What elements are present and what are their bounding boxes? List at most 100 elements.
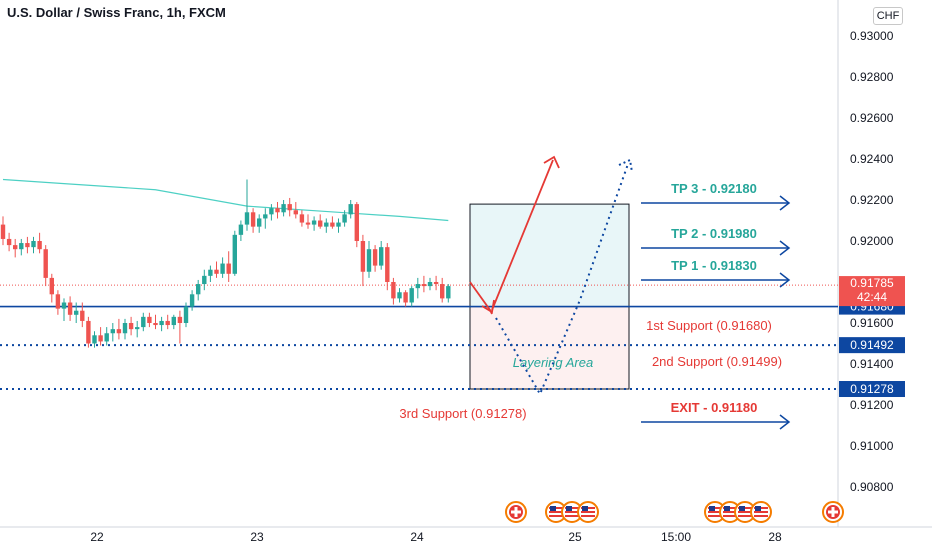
us-stripe <box>581 515 595 517</box>
candle-body <box>19 243 24 250</box>
event-icon[interactable] <box>734 501 756 523</box>
candle-body <box>275 208 280 213</box>
event-icon[interactable] <box>750 501 772 523</box>
candle-body <box>147 316 152 323</box>
us-stripe <box>738 511 752 513</box>
tp-label: TP 2 - 0.91980 <box>671 226 757 241</box>
candle-body <box>421 284 427 287</box>
us-stripe <box>549 511 563 513</box>
candle-body <box>25 243 30 248</box>
candle-body <box>13 245 18 250</box>
event-icon[interactable] <box>719 501 741 523</box>
candle-body <box>299 214 305 223</box>
currency-button[interactable]: CHF <box>873 7 903 25</box>
us-canton <box>739 506 745 511</box>
x-tick-label: 28 <box>768 530 782 544</box>
candle-body <box>238 224 244 235</box>
candle-body <box>360 241 366 272</box>
candle-body <box>98 335 103 342</box>
candle-body <box>104 333 109 342</box>
current-price-tag-bg <box>839 276 905 307</box>
us-stripe <box>754 511 768 513</box>
target-arrow-head <box>779 195 791 211</box>
us-canton <box>755 506 761 511</box>
price-tag-bg <box>839 381 905 398</box>
candle-body <box>318 220 323 227</box>
candle-body <box>354 204 359 241</box>
event-icon[interactable] <box>704 501 726 523</box>
chart-title: U.S. Dollar / Swiss Franc, 1h, FXCM <box>7 5 226 20</box>
candle-body <box>0 224 6 239</box>
candle-body <box>244 212 250 225</box>
candle-body <box>220 263 225 274</box>
us-stripe <box>723 511 737 513</box>
us-canton <box>550 506 556 511</box>
candle-body <box>403 292 408 303</box>
x-tick-label: 22 <box>90 530 104 544</box>
us-stripe <box>565 511 579 513</box>
candle-body <box>196 284 201 295</box>
exit-label: EXIT - 0.91180 <box>671 400 758 415</box>
candle-body <box>92 335 97 344</box>
tp-label: TP 1 - 0.91830 <box>671 258 757 273</box>
projection-arrowhead-down <box>481 299 495 314</box>
candle-body <box>281 204 286 213</box>
us-canton <box>724 506 730 511</box>
y-tick-label: 0.92200 <box>850 193 894 207</box>
candle-body <box>372 249 378 266</box>
us-stripe <box>708 511 722 513</box>
candle-body <box>427 282 433 287</box>
price-tag-bg <box>839 337 905 354</box>
candle-body <box>74 310 79 315</box>
price-tag-label: 0.91492 <box>850 338 894 352</box>
us-canton <box>566 506 572 511</box>
tp-label: TP 3 - 0.92180 <box>671 181 757 196</box>
layering-zone-box <box>469 306 630 390</box>
candle-body <box>49 277 54 295</box>
candle-body <box>122 323 128 334</box>
swiss-cross-h <box>828 510 838 514</box>
current-price-tag: 0.91785 <box>850 276 894 290</box>
y-tick-label: 0.93000 <box>850 29 894 43</box>
y-tick-label: 0.91000 <box>850 439 894 453</box>
candle-body <box>153 323 158 326</box>
candle-body <box>135 327 140 330</box>
candle-body <box>269 208 274 215</box>
event-icon[interactable] <box>505 501 527 523</box>
swiss-cross-h <box>511 510 521 514</box>
candle-body <box>385 247 390 282</box>
candle-body <box>293 210 298 215</box>
candle-body <box>202 275 207 285</box>
bar-countdown: 42:44 <box>857 290 887 304</box>
candle-body <box>165 320 170 326</box>
event-icon[interactable] <box>822 501 844 523</box>
candle-body <box>287 204 292 211</box>
moving-average-line <box>2 178 449 222</box>
candle-body <box>348 204 353 215</box>
candle-body <box>391 282 396 299</box>
candle-body <box>409 288 414 303</box>
candle-body <box>311 220 317 225</box>
x-tick-label: 23 <box>250 530 264 544</box>
candle-body <box>446 286 451 299</box>
projection-dotted-arrowhead <box>618 158 633 173</box>
support-label-3: 3rd Support (0.91278) <box>399 406 526 421</box>
us-stripe <box>565 515 579 517</box>
projection-arrowhead-up <box>543 155 560 169</box>
y-tick-label: 0.92400 <box>850 152 894 166</box>
us-stripe <box>549 515 563 517</box>
us-stripe <box>754 515 768 517</box>
support-label-2: 2nd Support (0.91499) <box>652 354 782 369</box>
target-arrow-head <box>779 414 791 430</box>
x-tick-label: 24 <box>410 530 424 544</box>
event-icon[interactable] <box>577 501 599 523</box>
candle-body <box>330 222 335 227</box>
us-stripe <box>723 515 737 517</box>
candle-body <box>433 282 439 285</box>
candle-body <box>232 234 237 274</box>
candle-body <box>257 218 262 227</box>
candle-body <box>440 284 445 299</box>
candle-body <box>208 269 213 276</box>
candle-body <box>415 284 420 289</box>
